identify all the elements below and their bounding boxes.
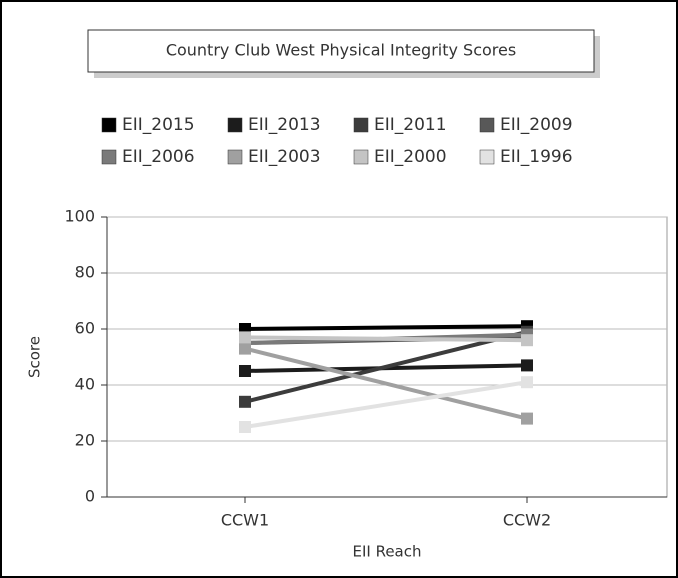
y-tick-label: 60 — [75, 319, 95, 338]
legend-swatch — [101, 149, 117, 165]
series-line — [244, 380, 528, 429]
x-axis-label: EII Reach — [352, 543, 421, 561]
data-point — [521, 376, 533, 389]
legend-swatch — [353, 149, 369, 165]
data-point — [521, 412, 533, 425]
data-point — [239, 421, 251, 433]
series-line — [244, 346, 528, 421]
legend-swatch — [479, 117, 495, 133]
y-axis-label: Score — [26, 336, 44, 378]
legend-label: EII_2013 — [248, 115, 321, 135]
legend-swatch — [101, 117, 117, 133]
data-point — [239, 365, 251, 377]
series-line — [244, 329, 528, 404]
x-tick-label: CCW2 — [503, 511, 551, 530]
legend-swatch — [227, 117, 243, 133]
legend-label: EII_2009 — [500, 115, 573, 135]
legend-label: EII_2000 — [374, 147, 447, 167]
y-tick-label: 80 — [75, 263, 95, 282]
y-tick-label: 0 — [85, 487, 95, 506]
y-tick-label: 40 — [75, 375, 95, 394]
series-line — [244, 324, 528, 331]
data-point — [521, 359, 533, 372]
plot-area — [106, 216, 668, 498]
data-point — [521, 334, 533, 347]
y-tick-label: 100 — [64, 207, 95, 226]
series-line — [244, 335, 528, 343]
chart-title: Country Club West Physical Integrity Sco… — [166, 41, 516, 60]
legend-swatch — [227, 149, 243, 165]
legend-label: EII_2011 — [374, 115, 447, 135]
x-tick-label: CCW1 — [221, 511, 269, 530]
legend-swatch — [353, 117, 369, 133]
legend-label: EII_1996 — [500, 147, 573, 167]
data-point — [239, 342, 251, 355]
legend-label: EII_2015 — [122, 115, 195, 135]
title-box — [87, 29, 595, 73]
data-point — [239, 331, 251, 344]
y-tick-label: 20 — [75, 431, 95, 450]
legend-label: EII_2003 — [248, 147, 321, 167]
data-point — [239, 395, 251, 408]
legend-swatch — [479, 149, 495, 165]
legend-label: EII_2006 — [122, 147, 195, 167]
